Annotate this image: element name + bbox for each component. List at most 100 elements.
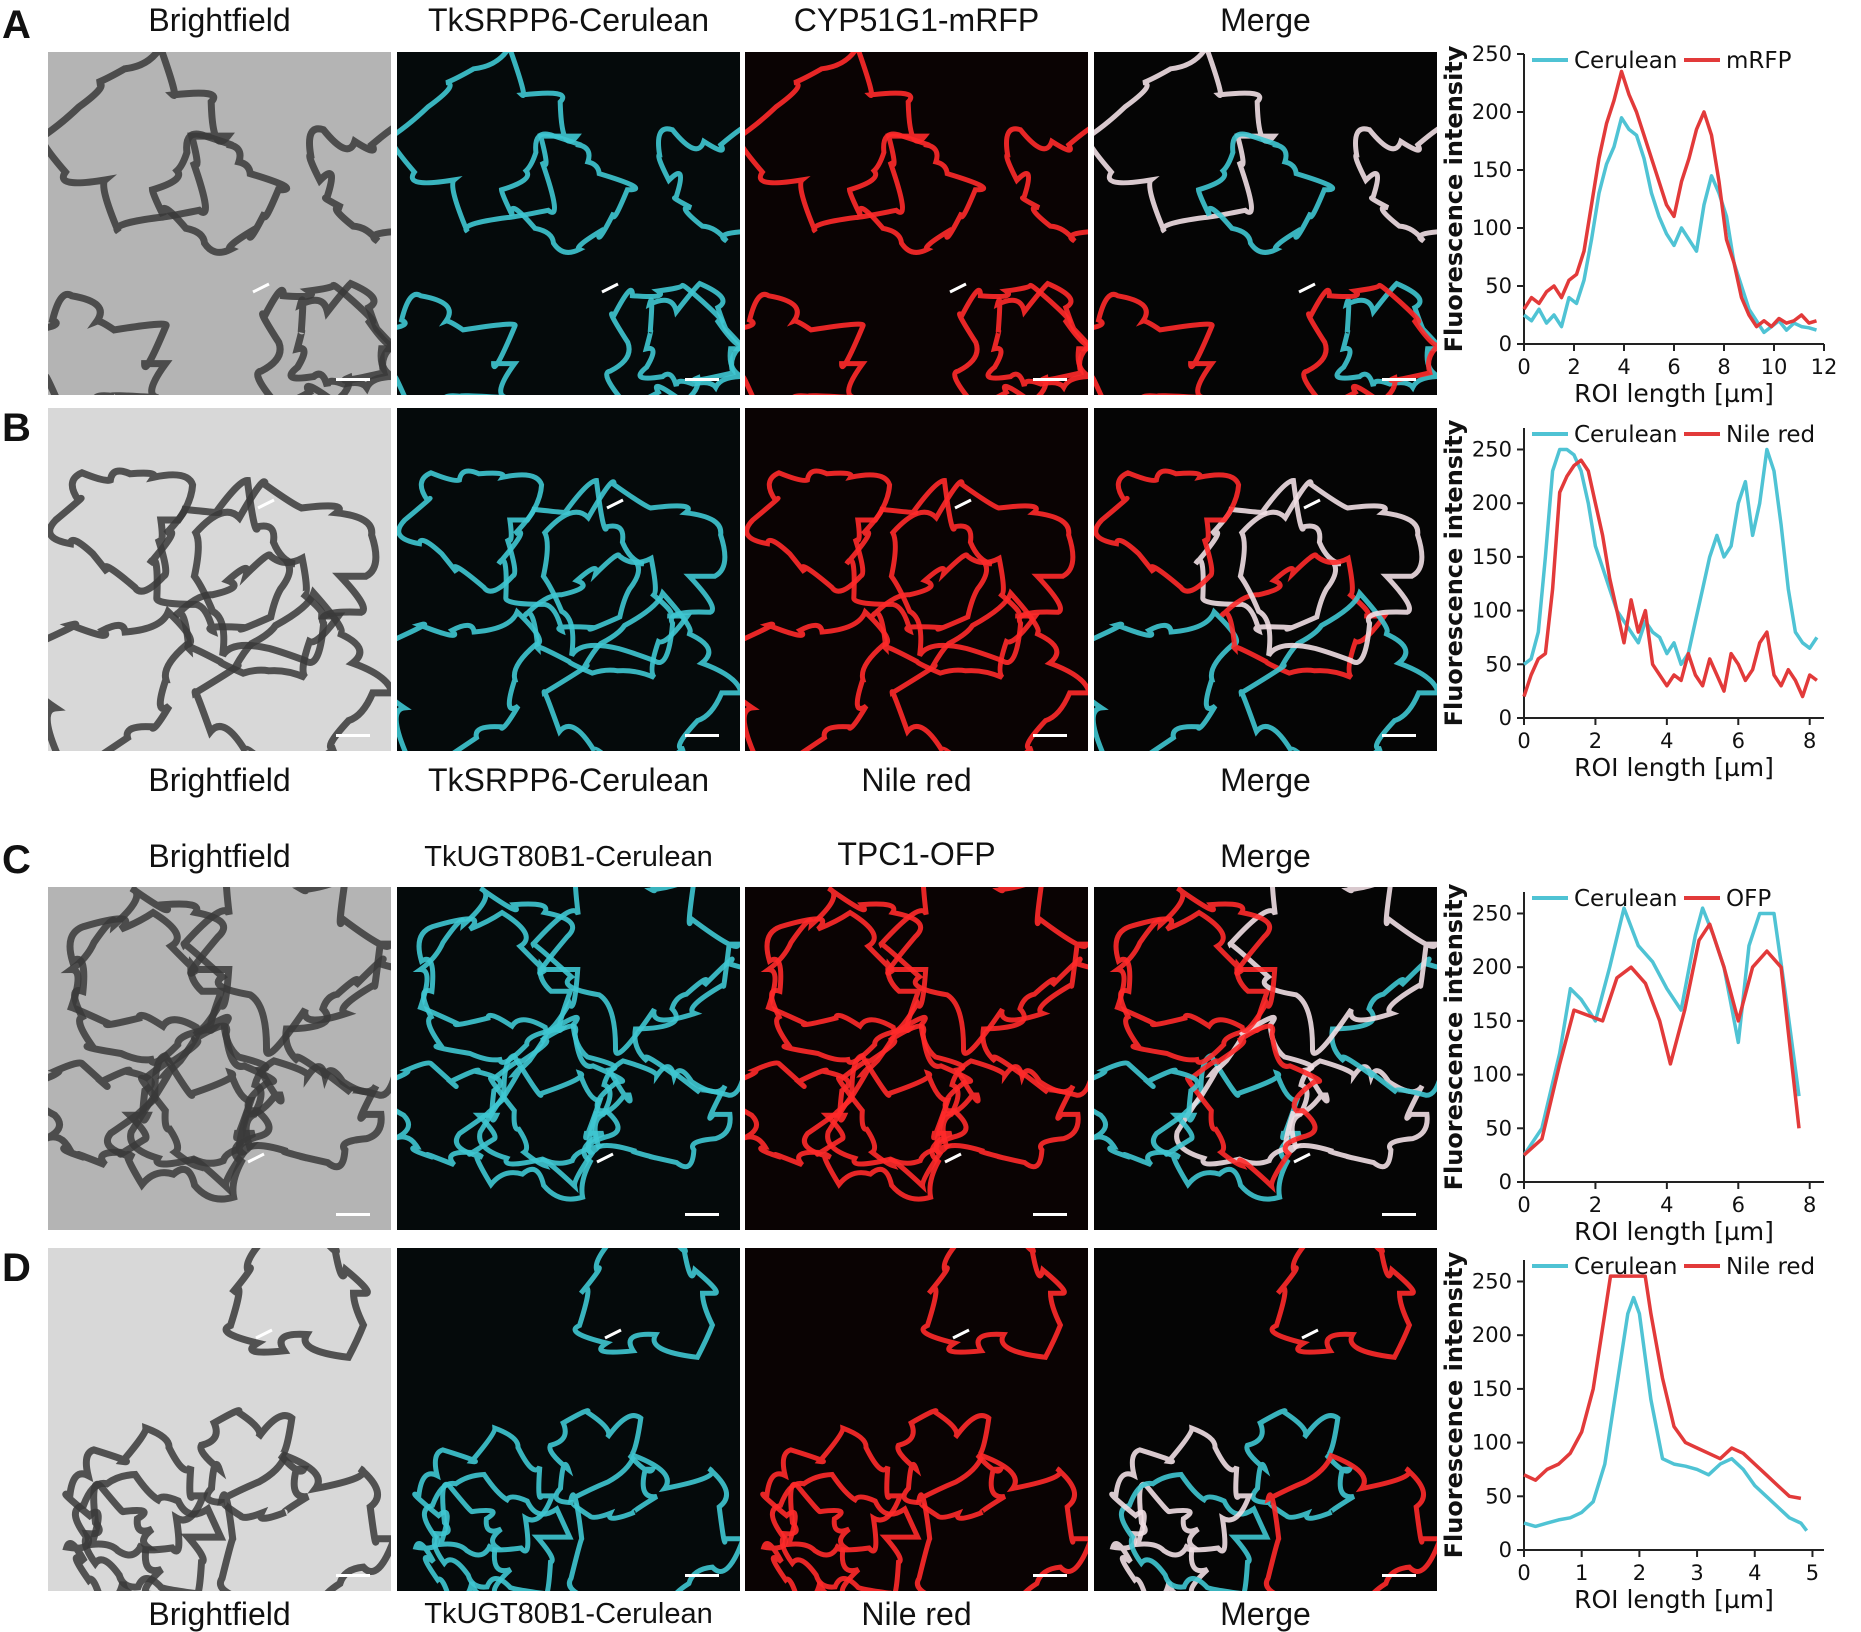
roi-line <box>1301 1328 1319 1340</box>
legend-label: Cerulean <box>1574 886 1677 912</box>
scale-bar <box>1382 734 1416 737</box>
y-tick-label: 200 <box>1472 955 1512 979</box>
y-tick-label: 200 <box>1472 1323 1512 1347</box>
cell-wall <box>190 478 380 666</box>
cell-wall <box>760 1481 861 1591</box>
cell-wall <box>1353 126 1437 244</box>
cell-wall <box>760 887 929 1034</box>
x-tick-label: 2 <box>1567 355 1580 379</box>
cell-wall <box>397 52 582 234</box>
label-b-merge: Merge <box>1220 762 1311 798</box>
cell-wall <box>416 909 574 1065</box>
micrograph-b-red <box>745 408 1088 751</box>
scale-bar <box>1382 1574 1416 1577</box>
y-tick-label: 0 <box>1499 706 1512 730</box>
series-line-cerulean <box>1523 1295 1809 1532</box>
cell-wall <box>148 130 291 256</box>
scale-bar <box>336 1574 370 1577</box>
y-tick-label: 150 <box>1472 158 1512 182</box>
x-tick-label: 2 <box>1589 729 1602 753</box>
cell-wall <box>846 131 987 255</box>
cell-wall <box>1185 1023 1323 1194</box>
scale-bar <box>685 378 719 381</box>
micrograph-c-cerulean <box>397 887 740 1230</box>
legend-label: Nile red <box>1726 422 1815 448</box>
cell-wall <box>541 588 740 751</box>
y-tick-label: 0 <box>1499 332 1512 356</box>
roi-line <box>954 498 972 510</box>
cell-wall <box>412 1481 513 1591</box>
scale-bar <box>1382 378 1416 381</box>
cell-wall <box>1109 1424 1253 1558</box>
x-tick-label: 2 <box>1633 1561 1646 1585</box>
cell-wall <box>522 552 693 680</box>
cell-wall <box>637 280 740 393</box>
series-line-nile-red <box>1523 1274 1802 1501</box>
y-tick-label: 200 <box>1472 491 1512 515</box>
label-d-brightfield: Brightfield <box>148 1596 291 1632</box>
cell-wall <box>306 125 391 244</box>
cell-wall <box>60 887 233 1035</box>
series-line-cerulean <box>1522 116 1818 335</box>
cell-wall <box>540 479 728 665</box>
cell-wall <box>496 478 645 636</box>
legend-label: Cerulean <box>1574 422 1677 448</box>
cell-wall <box>1109 887 1278 1034</box>
micrograph-d-red <box>745 1248 1088 1591</box>
cell-wall <box>915 1452 1088 1591</box>
roi-line <box>1293 1152 1311 1164</box>
y-tick-label: 150 <box>1472 545 1512 569</box>
x-tick-label: 0 <box>1517 1561 1530 1585</box>
roi-line <box>1303 498 1321 510</box>
panel-letter-d: D <box>2 1246 31 1290</box>
cell-wall <box>1219 552 1390 680</box>
label-a-red: CYP51G1-mRFP <box>793 2 1040 38</box>
cell-wall <box>888 479 1076 665</box>
cell-wall <box>952 282 1088 395</box>
cell-wall <box>1195 131 1336 255</box>
x-tick-label: 3 <box>1690 1561 1703 1585</box>
scale-bar <box>336 378 370 381</box>
cell-wall <box>1094 1060 1200 1168</box>
series-line-cerulean <box>1522 906 1801 1157</box>
cell-wall <box>547 1408 659 1521</box>
cell-wall <box>172 551 346 681</box>
y-tick-label: 100 <box>1472 1431 1512 1455</box>
cell-wall <box>412 1424 556 1558</box>
x-tick-label: 12 <box>1811 355 1838 379</box>
cell-wall <box>745 468 893 594</box>
label-a-merge: Merge <box>1220 2 1311 38</box>
cell-wall <box>985 280 1088 393</box>
roi-line <box>255 1328 273 1340</box>
cell-wall <box>572 1248 719 1360</box>
roi-line <box>601 282 619 294</box>
cell-wall <box>254 282 391 395</box>
cell-wall <box>397 1060 503 1168</box>
x-tick-label: 8 <box>1717 355 1730 379</box>
panel-letter-b: B <box>2 406 31 450</box>
scale-bar <box>336 734 370 737</box>
y-tick-label: 150 <box>1472 1377 1512 1401</box>
cell-wall <box>66 908 227 1066</box>
cell-wall <box>1301 282 1437 395</box>
panel-letter-a: A <box>2 3 31 47</box>
micrograph-a-brightfield <box>48 52 391 395</box>
legend-label: mRFP <box>1726 48 1792 74</box>
y-axis-label: Fluorescence intensity <box>1440 1251 1468 1558</box>
cell-wall <box>146 477 296 637</box>
series-line-ofp <box>1522 922 1801 1157</box>
roi-line <box>606 498 624 510</box>
x-tick-label: 8 <box>1803 729 1816 753</box>
cell-wall <box>180 887 391 1057</box>
cell-wall <box>71 1470 227 1591</box>
y-axis-label: Fluorescence intensity <box>1440 419 1468 726</box>
cell-wall <box>1264 1452 1437 1591</box>
y-tick-label: 250 <box>1472 901 1512 925</box>
legend-label: Nile red <box>1726 1254 1815 1280</box>
panel-letter-c: C <box>2 838 31 882</box>
series-line-cerulean <box>1522 447 1819 667</box>
cell-wall <box>1244 1408 1356 1521</box>
cell-wall <box>1113 909 1271 1065</box>
y-tick-label: 50 <box>1485 274 1512 298</box>
x-tick-label: 4 <box>1748 1561 1761 1585</box>
